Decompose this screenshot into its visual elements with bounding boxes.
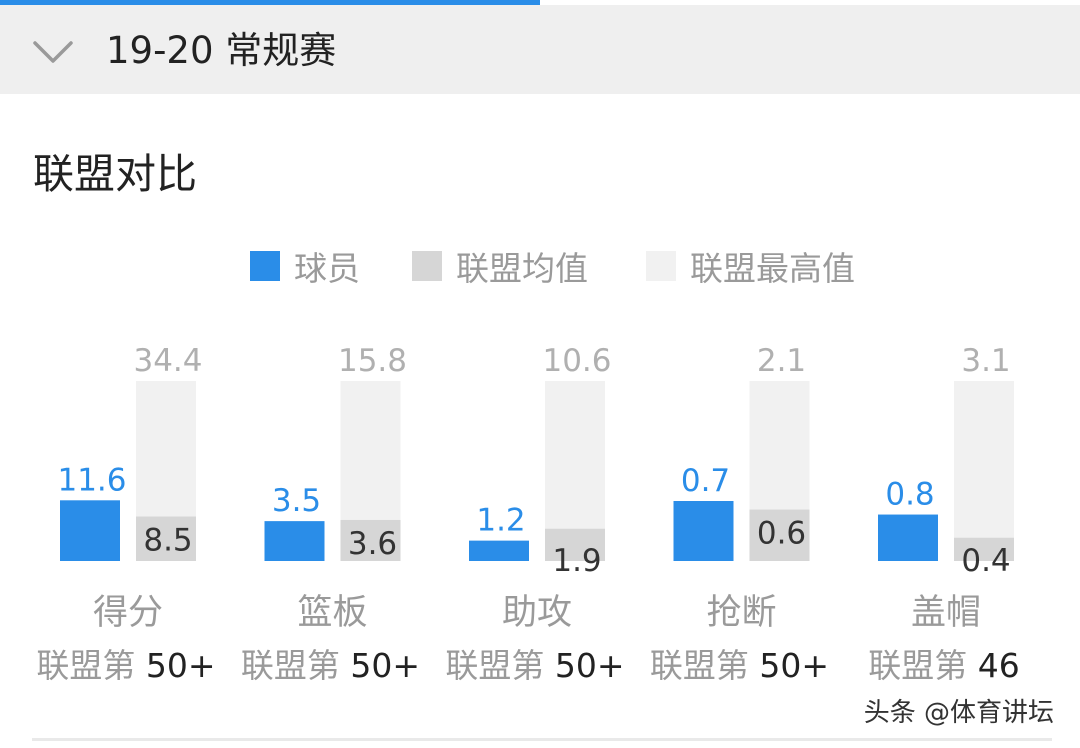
- bar-league-average: [340, 519, 401, 561]
- label-league-max: 15.8: [338, 343, 407, 379]
- bar-player: [673, 501, 734, 561]
- label-player: 0.8: [885, 477, 934, 513]
- rank-value: 50+: [759, 646, 829, 685]
- label-league-average: 0.4: [961, 543, 1010, 579]
- label-league-average: 0.6: [757, 516, 806, 552]
- category-label: 助攻: [502, 593, 572, 633]
- label-player: 0.7: [681, 463, 730, 499]
- season-title: 19-20 常规赛: [106, 29, 337, 72]
- label-league-average: 3.6: [348, 526, 397, 562]
- category-label: 盖帽: [911, 593, 981, 633]
- rank-prefix: 联盟第: [241, 646, 351, 685]
- legend-swatch-player: [250, 251, 280, 281]
- legend-label-average: 联盟均值: [456, 249, 588, 288]
- legend-item-average: 联盟均值: [412, 244, 588, 288]
- label-league-average: 1.9: [552, 543, 601, 579]
- legend-label-max: 联盟最高值: [690, 249, 855, 288]
- chevron-down-icon[interactable]: [32, 37, 74, 67]
- label-league-max: 10.6: [542, 343, 611, 379]
- category-label: 抢断: [706, 593, 776, 633]
- label-player: 11.6: [57, 462, 126, 498]
- label-player: 1.2: [476, 503, 525, 539]
- rank-value: 50+: [146, 646, 216, 685]
- bar-league-average: [749, 509, 810, 561]
- legend-label-player: 球员: [294, 249, 360, 288]
- bar-league-max: [954, 381, 1014, 561]
- label-league-average: 8.5: [143, 523, 192, 559]
- watermark: 头条 @体育讲坛: [859, 692, 1058, 729]
- league-rank: 联盟第 50+: [445, 646, 624, 685]
- bar-league-average: [545, 528, 605, 561]
- loading-progress-bar: [0, 0, 540, 5]
- bar-player: [60, 500, 120, 561]
- bar-player: [878, 514, 938, 561]
- rank-value: 50+: [555, 646, 625, 685]
- league-rank: 联盟第 50+: [650, 646, 829, 685]
- rank-prefix: 联盟第: [36, 646, 146, 685]
- rank-prefix: 联盟第: [650, 646, 760, 685]
- bar-league-average: [136, 516, 196, 561]
- label-league-max: 34.4: [133, 343, 202, 379]
- label-player: 3.5: [272, 483, 321, 519]
- legend-item-max: 联盟最高值: [646, 244, 855, 288]
- bar-league-average: [954, 537, 1014, 561]
- bottom-divider: [32, 738, 1052, 741]
- legend-item-player: 球员: [250, 244, 360, 288]
- league-rank: 联盟第 46: [868, 646, 1020, 685]
- label-league-max: 3.1: [961, 343, 1010, 379]
- league-rank: 联盟第 50+: [241, 646, 420, 685]
- legend-swatch-max: [646, 251, 676, 281]
- section-title: 联盟对比: [33, 150, 197, 198]
- rank-value: 46: [978, 646, 1020, 685]
- rank-value: 50+: [350, 646, 420, 685]
- label-league-max: 2.1: [757, 343, 806, 379]
- rank-prefix: 联盟第: [868, 646, 978, 685]
- rank-prefix: 联盟第: [445, 646, 555, 685]
- season-header[interactable]: 19-20 常规赛: [0, 5, 1080, 94]
- legend-swatch-average: [412, 251, 442, 281]
- bar-player: [469, 540, 529, 561]
- league-rank: 联盟第 50+: [36, 646, 215, 685]
- category-label: 得分: [93, 593, 163, 633]
- bar-player: [264, 521, 325, 561]
- category-label: 篮板: [297, 593, 367, 633]
